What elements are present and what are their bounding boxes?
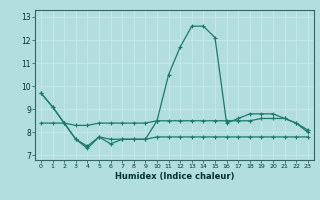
X-axis label: Humidex (Indice chaleur): Humidex (Indice chaleur) — [115, 172, 234, 181]
